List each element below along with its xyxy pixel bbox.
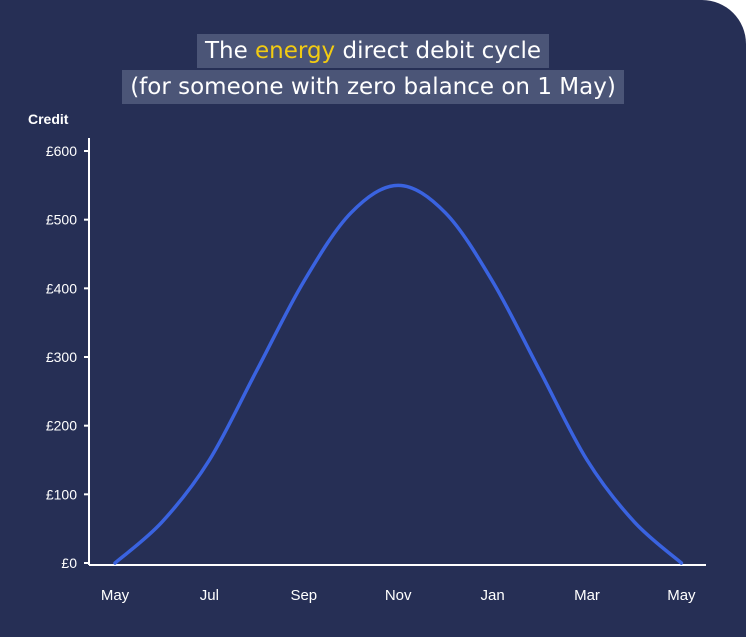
y-tick-label: £400 xyxy=(46,280,77,296)
x-tick-label: Mar xyxy=(574,587,600,604)
x-axis: May Jul Sep Nov Jan Mar May xyxy=(89,564,706,604)
x-tick-label: May xyxy=(101,587,130,604)
y-axis-label: Credit xyxy=(28,111,69,127)
series-group xyxy=(113,183,684,565)
credit-balance-line xyxy=(113,183,684,565)
x-tick-label: May xyxy=(667,587,696,604)
y-tick-label: £200 xyxy=(46,418,77,434)
y-tick-label: £100 xyxy=(46,486,77,502)
x-tick-label: Jan xyxy=(481,587,505,604)
title-line-2: (for someone with zero balance on 1 May) xyxy=(122,70,624,104)
y-tick-label: £600 xyxy=(46,143,77,159)
x-tick-label: Nov xyxy=(385,587,412,604)
y-tick-label: £500 xyxy=(46,212,77,228)
y-tick-label: £300 xyxy=(46,349,77,365)
y-axis: £0 £100 £200 £300 £400 £500 £600 xyxy=(46,138,90,571)
title-highlight: energy xyxy=(255,38,336,64)
chart-title: The energy direct debit cycle (for someo… xyxy=(0,33,746,105)
y-tick-label: £0 xyxy=(61,555,77,571)
x-tick-label: Sep xyxy=(290,587,317,604)
title-line-1: The energy direct debit cycle xyxy=(196,34,550,68)
x-tick-label: Jul xyxy=(200,587,219,604)
